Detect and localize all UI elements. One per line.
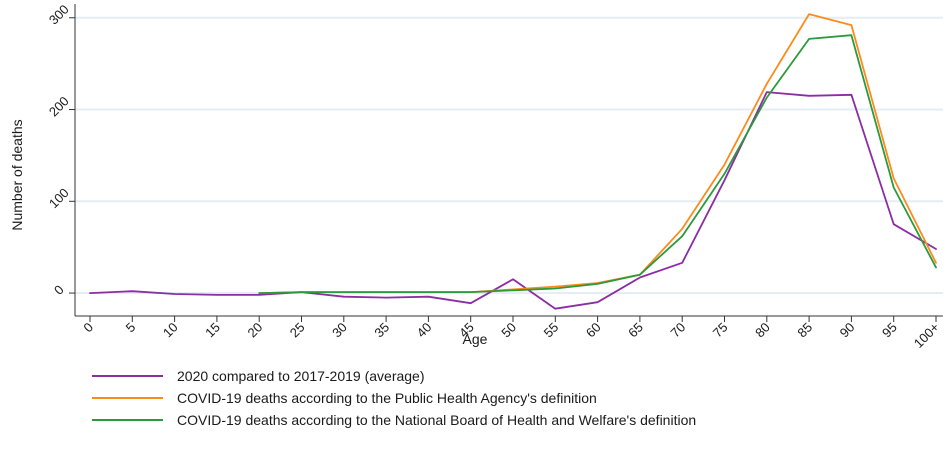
- x-tick-label: 75: [710, 320, 731, 341]
- y-axis-ticks: 0 100 200 300: [46, 2, 75, 298]
- y-tick-label: 300: [46, 2, 72, 28]
- x-tick-label: 0: [80, 320, 96, 336]
- legend: 2020 compared to 2017-2019 (average) COVI…: [92, 368, 696, 428]
- x-tick-label: 70: [667, 320, 688, 341]
- x-tick-label: 35: [371, 320, 392, 341]
- series-line-1: [89, 91, 937, 310]
- x-tick-label: 60: [583, 320, 604, 341]
- y-tick-label: 0: [51, 282, 67, 298]
- legend-label: COVID-19 deaths according to the Public …: [177, 390, 597, 406]
- plot-area: [75, 4, 943, 316]
- series-lines: [89, 13, 937, 310]
- x-tick-label: 100+: [911, 320, 942, 351]
- x-tick-label: 20: [244, 320, 265, 341]
- x-tick-label: 95: [879, 320, 900, 341]
- x-tick-label: 15: [202, 320, 223, 341]
- grid-lines: [75, 16, 943, 295]
- y-tick-label: 200: [46, 93, 72, 119]
- legend-label: 2020 compared to 2017-2019 (average): [177, 368, 425, 384]
- x-tick-label: 90: [837, 320, 858, 341]
- x-tick-label: 55: [541, 320, 562, 341]
- y-axis-title: Number of deaths: [9, 119, 25, 230]
- x-axis-title: Age: [463, 331, 488, 347]
- x-tick-label: 50: [498, 320, 519, 341]
- x-tick-label: 80: [752, 320, 773, 341]
- y-tick-label: 100: [46, 185, 72, 211]
- series-line-3: [258, 34, 937, 294]
- x-tick-label: 40: [414, 320, 435, 341]
- x-tick-label: 25: [287, 320, 308, 341]
- x-tick-label: 65: [625, 320, 646, 341]
- legend-label: COVID-19 deaths according to the Nationa…: [177, 412, 696, 428]
- x-tick-label: 30: [329, 320, 350, 341]
- x-tick-label: 10: [160, 320, 181, 341]
- x-axis-ticks: 0 5 10 15 20 25 30 35 40 45 50 55 60 65 70 75 80 85 90 95 10…: [80, 316, 942, 351]
- x-tick-label: 5: [123, 320, 139, 336]
- x-tick-label: 85: [794, 320, 815, 341]
